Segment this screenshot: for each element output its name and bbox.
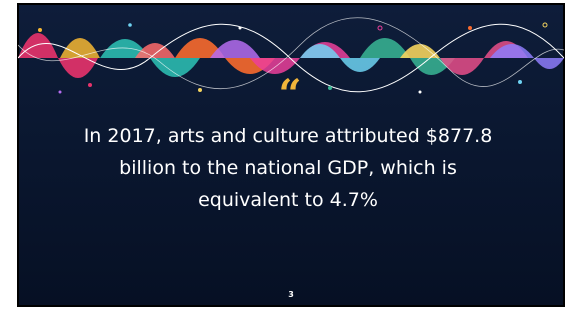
quote-mark: “ xyxy=(278,71,301,118)
page: {"slide": {"quote_mark": "\u201c", "text… xyxy=(0,0,577,318)
slide-background xyxy=(18,4,564,306)
body-text-line: equivalent to 4.7% xyxy=(198,189,378,211)
page-number: 3 xyxy=(288,290,294,299)
body-text-line: billion to the national GDP, which is xyxy=(119,157,457,179)
body-text-line: In 2017, arts and culture attributed $87… xyxy=(84,125,493,147)
slide-canvas: “ In 2017, arts and culture attributed $… xyxy=(0,0,577,318)
